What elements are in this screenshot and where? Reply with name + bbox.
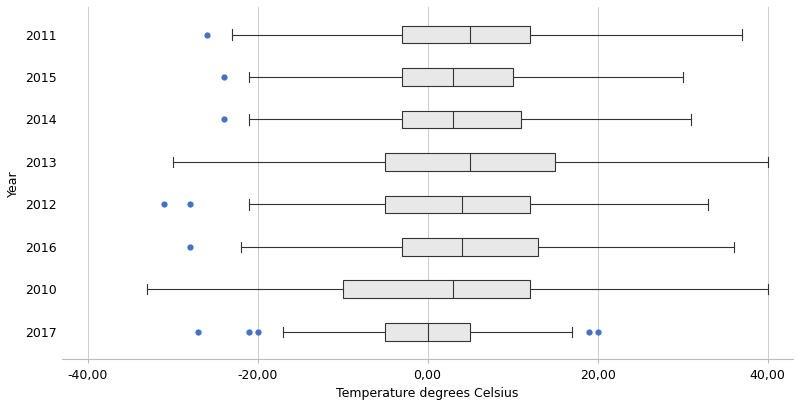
Bar — [385, 195, 530, 213]
Bar — [385, 153, 555, 171]
Bar — [402, 238, 538, 256]
Bar — [402, 26, 530, 44]
Bar — [402, 68, 513, 86]
X-axis label: Temperature degrees Celsius: Temperature degrees Celsius — [336, 387, 518, 400]
Bar — [385, 323, 470, 341]
Bar — [402, 111, 521, 129]
Y-axis label: Year: Year — [7, 170, 20, 197]
Bar — [342, 280, 530, 298]
